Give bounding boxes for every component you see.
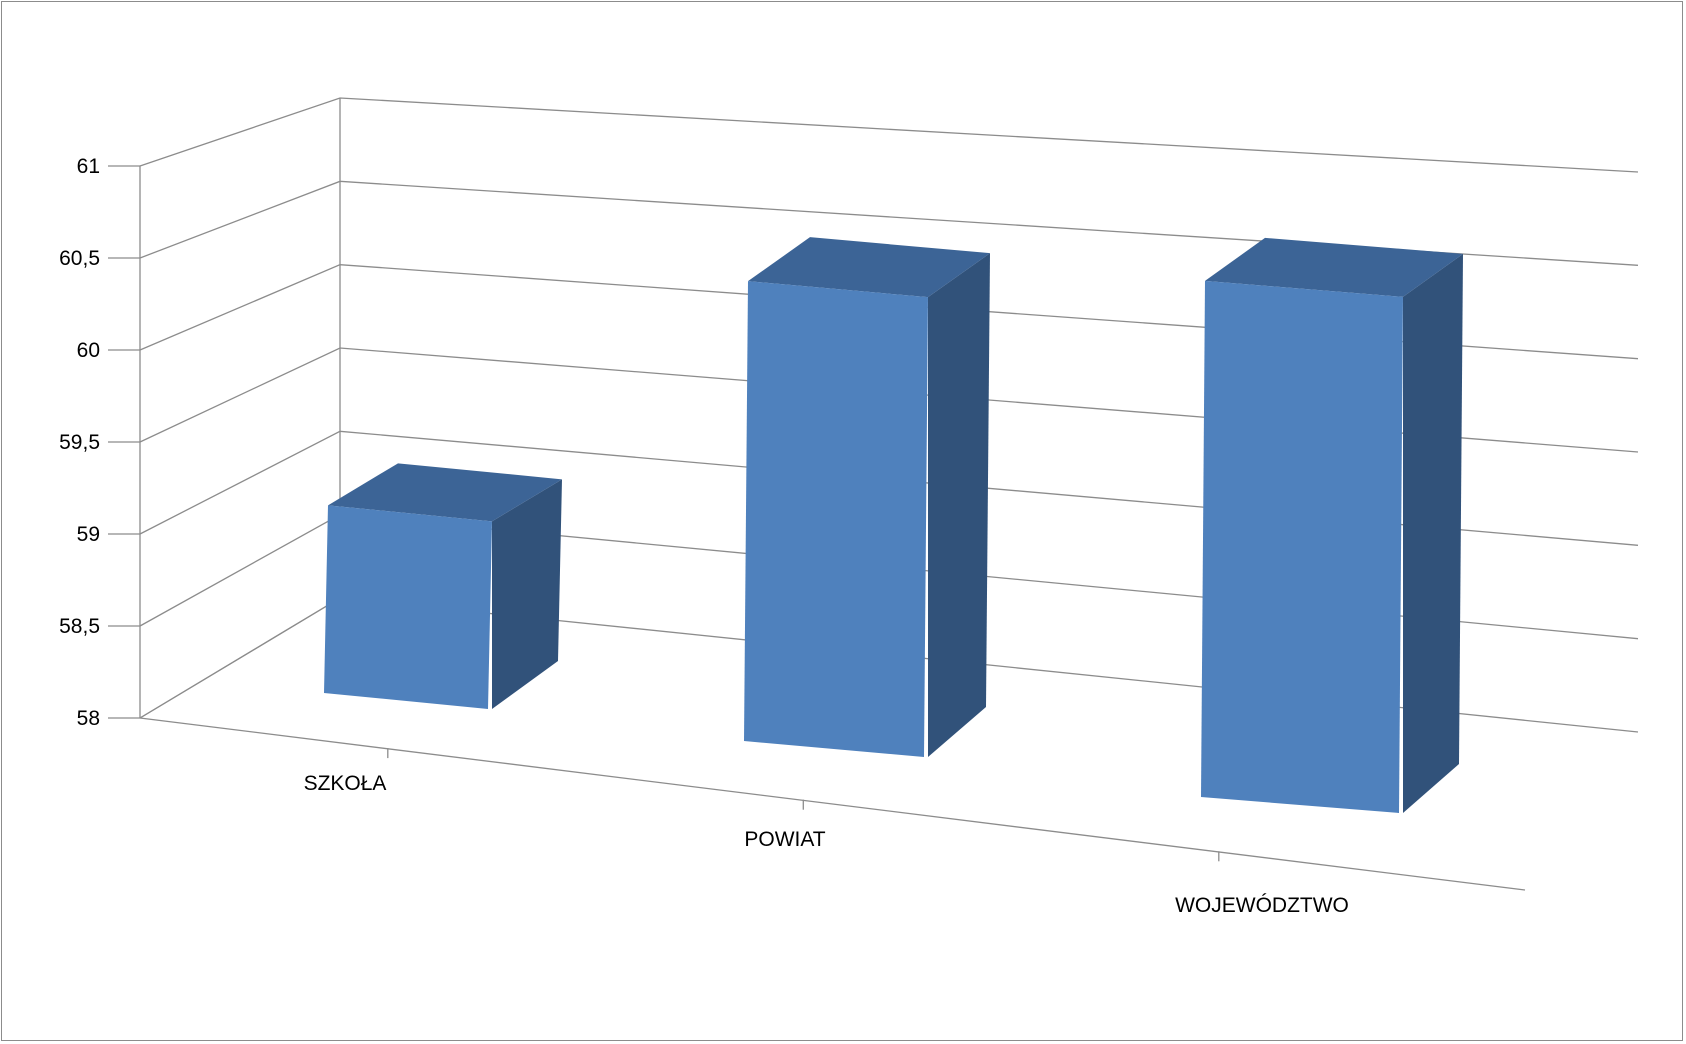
x-tick-label: SZKOŁA <box>304 772 387 795</box>
labels: 58 58,5 59 59,5 60 60,5 61 SZKOŁA POWIAT WOJEWÓDZ… <box>59 155 1349 917</box>
y-tick-label: 59 <box>77 523 100 546</box>
floor-outline <box>139 717 1526 891</box>
y-tick-label: 61 <box>77 155 100 178</box>
y-tick-label: 59,5 <box>59 431 100 454</box>
floor-left-edge <box>139 597 341 719</box>
axes <box>108 98 1526 891</box>
y-tick-label: 58 <box>77 707 100 730</box>
gridline <box>139 97 1639 173</box>
x-tick-label: POWIAT <box>744 828 825 851</box>
bar-side <box>928 253 990 757</box>
bar <box>1201 280 1403 813</box>
y-tick-label: 60,5 <box>59 247 100 270</box>
x-tick-label: WOJEWÓDZTWO <box>1175 894 1349 917</box>
bars <box>324 237 1463 813</box>
bar <box>324 505 492 709</box>
bar-top <box>1205 237 1463 297</box>
bar-side <box>1403 253 1463 813</box>
bar-side <box>492 479 562 709</box>
y-tick-label: 60 <box>77 339 100 362</box>
bar <box>744 281 928 757</box>
bar-top <box>748 237 990 298</box>
bar-top <box>328 463 562 522</box>
y-tick-label: 58,5 <box>59 615 100 638</box>
